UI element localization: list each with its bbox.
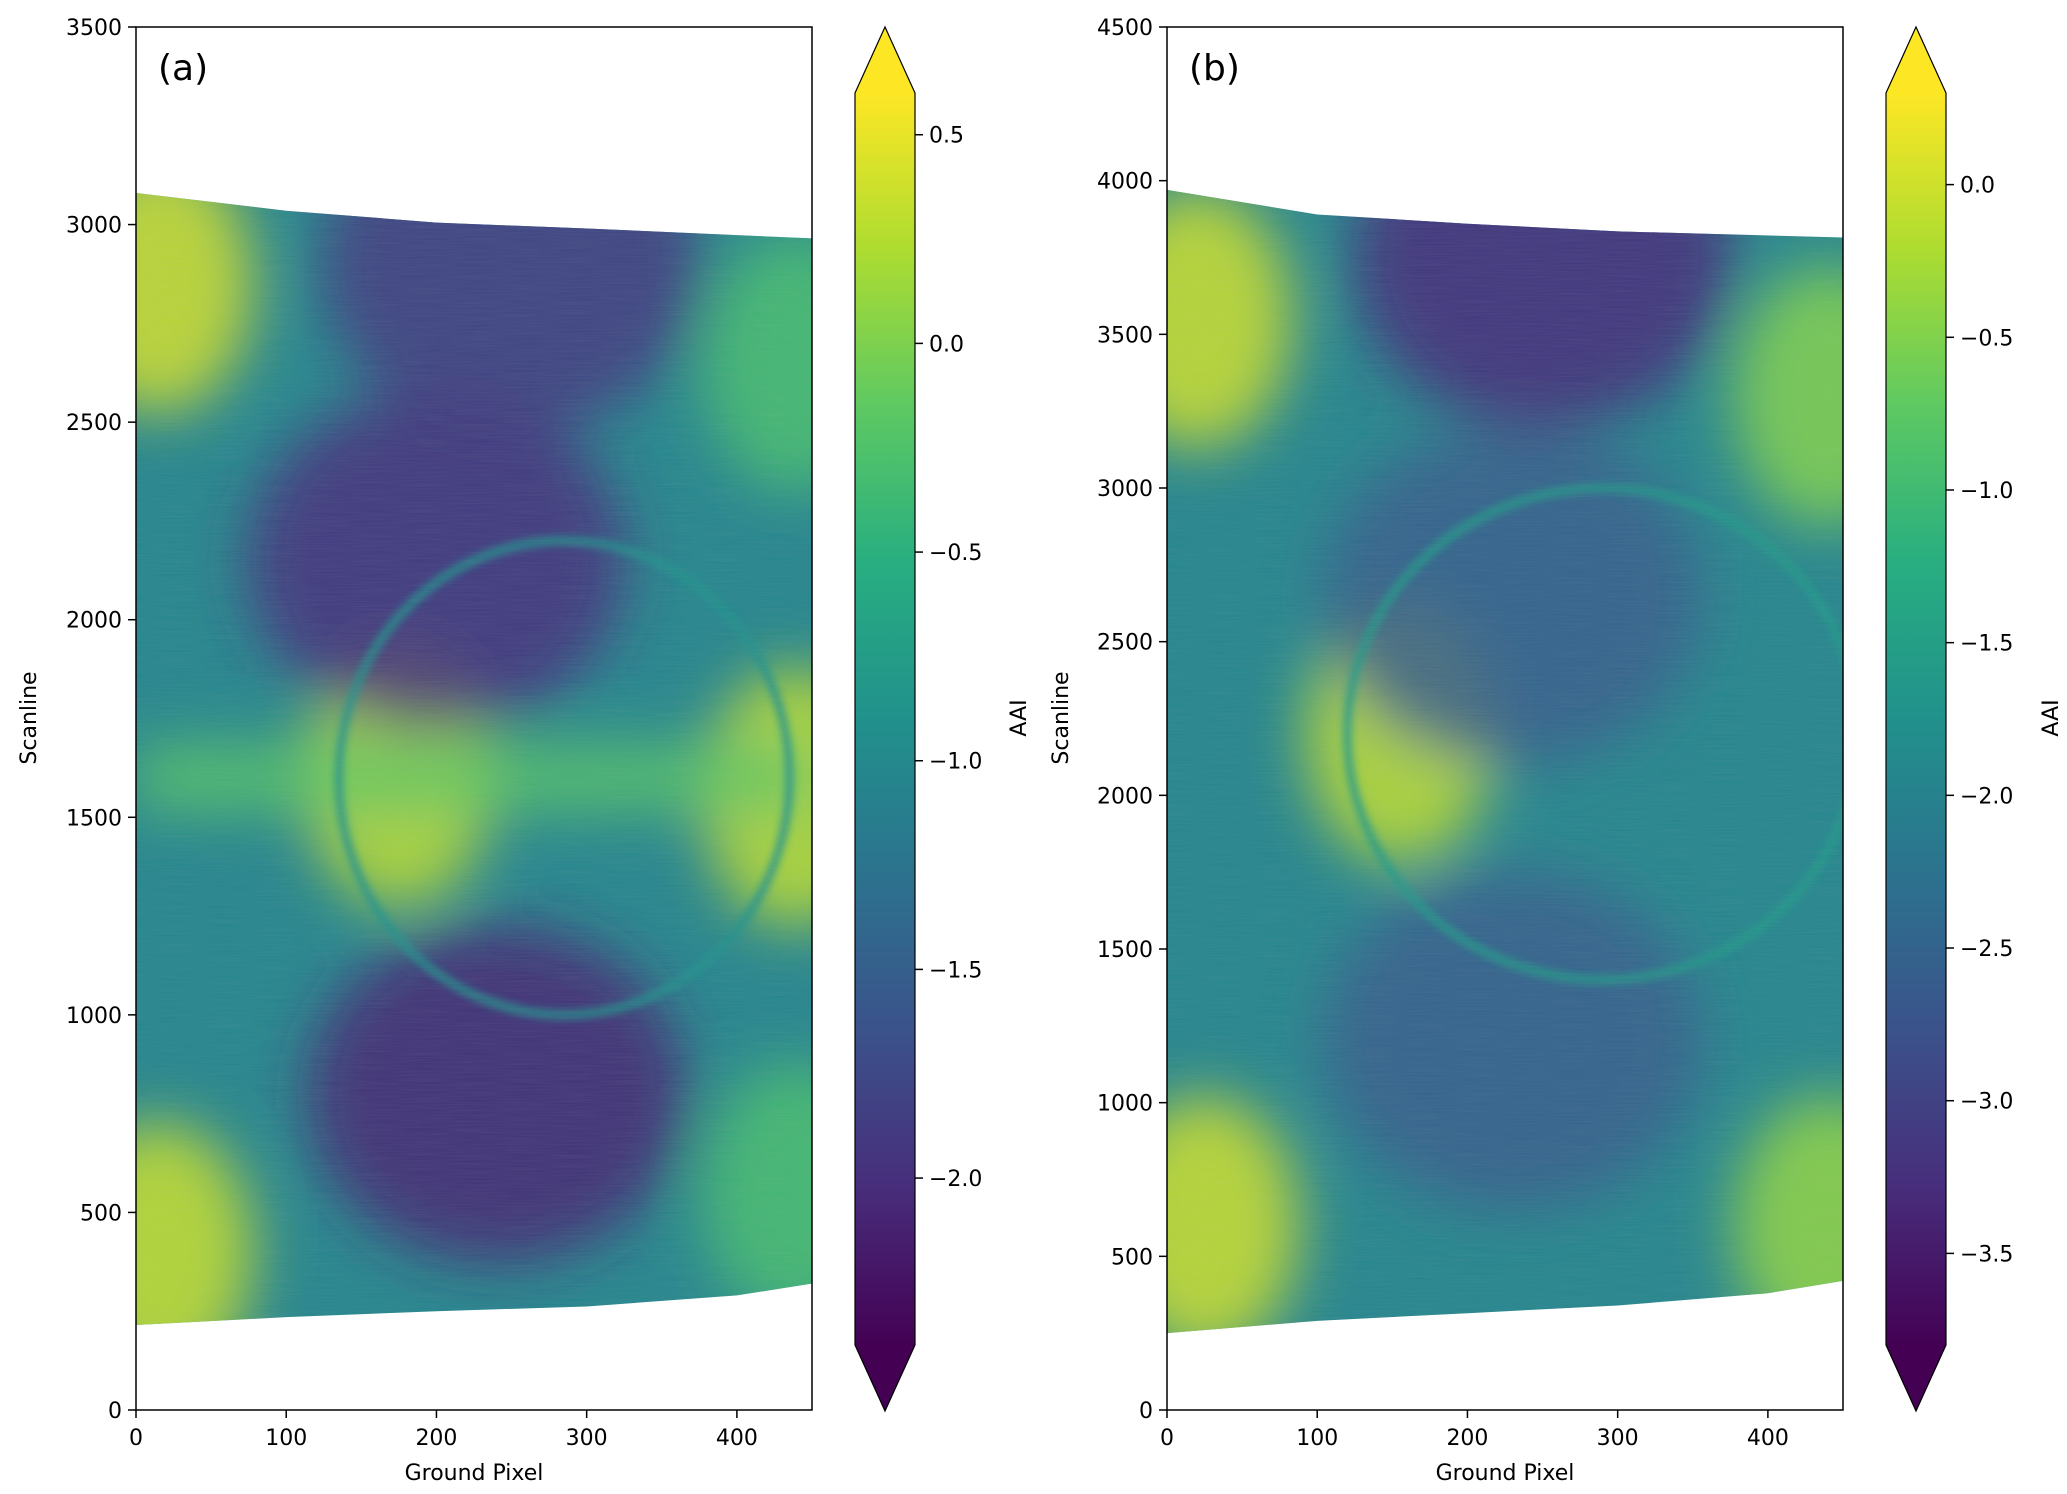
colorbar-extend-min (1886, 1345, 1946, 1411)
x-tick-label: 100 (1296, 1426, 1338, 1451)
colorbar-tick-label: −3.0 (1960, 1090, 2013, 1115)
x-tick-label: 0 (1160, 1426, 1174, 1451)
y-tick-label: 1000 (66, 1004, 122, 1029)
plot-frame-a (135, 26, 813, 1411)
colorbar-outline (1885, 25, 1947, 1413)
y-tick-label: 0 (1139, 1399, 1153, 1424)
x-tick-label: 400 (1747, 1426, 1789, 1451)
x-axis-label-b: Ground Pixel (1436, 1461, 1575, 1486)
panel-label-b: (b) (1189, 48, 1240, 89)
x-tick-label: 300 (1597, 1426, 1639, 1451)
panel-b: (b) 0 100 200 300 400 0 500 1000 1500 2000 2500 30… (1049, 16, 2064, 1486)
y-tick-label: 1500 (66, 806, 122, 831)
y-tick-label: 2000 (1097, 784, 1153, 809)
y-tick-label: 3000 (66, 214, 122, 239)
colorbar-b: 0.0 −0.5 −1.0 −1.5 −2.0 −2.5 −3.0 −3.5 (1885, 25, 2013, 1413)
heatmap-swath-a (136, 192, 812, 1326)
x-tick-label: 200 (1446, 1426, 1488, 1451)
x-tick-label: 300 (566, 1426, 608, 1451)
y-tick-label: 4500 (1097, 16, 1153, 41)
y-tick-label: 3000 (1097, 477, 1153, 502)
x-tick-label: 400 (716, 1426, 758, 1451)
heatmap-texture (136, 192, 812, 1326)
colorbar-tick-label: −1.0 (1960, 479, 2013, 504)
colorbar-tick-label: −2.0 (929, 1167, 982, 1192)
heatmap-b (1167, 189, 1843, 1334)
y-tick-label: 2500 (66, 411, 122, 436)
colorbar-extend-max (1886, 27, 1946, 93)
y-tick-label: 1000 (1097, 1092, 1153, 1117)
colorbar-tick-label: 0.5 (929, 124, 964, 149)
colorbar-tick-label: 0.0 (929, 332, 964, 357)
x-axis-b: 0 100 200 300 400 (1160, 1410, 1789, 1451)
y-tick-label: 4000 (1097, 170, 1153, 195)
y-tick-label: 2000 (66, 609, 122, 634)
heatmap-texture (1167, 189, 1843, 1334)
y-axis-label-b: Scanline (1049, 671, 1074, 764)
colorbar-tick-label: −1.5 (929, 958, 982, 983)
y-axis-label-a: Scanline (17, 671, 42, 764)
panel-a: (a) 0 100 200 300 400 0 500 1000 1500 2000 2500 30… (17, 16, 1032, 1486)
colorbar-label-a: AAI (1007, 699, 1032, 736)
colorbar-extend-min (855, 1345, 915, 1411)
colorbar-a: 0.5 0.0 −0.5 −1.0 −1.5 −2.0 (854, 25, 982, 1413)
heatmap-swath-b (1167, 189, 1843, 1334)
colorbar-tick-label: −0.5 (1960, 326, 2013, 351)
colorbar-tick-label: −1.5 (1960, 632, 2013, 657)
colorbar-extend-max (855, 27, 915, 93)
y-tick-label: 3500 (1097, 323, 1153, 348)
colorbar-tick-label: −3.5 (1960, 1242, 2013, 1267)
colorbar-tick-label: −0.5 (929, 541, 982, 566)
y-tick-label: 3500 (66, 16, 122, 41)
y-axis-a: 0 500 1000 1500 2000 2500 3000 3500 (66, 16, 136, 1424)
y-tick-label: 500 (80, 1201, 122, 1226)
y-tick-label: 500 (1111, 1245, 1153, 1270)
colorbar-tick-label: 0.0 (1960, 174, 1995, 199)
y-tick-label: 2500 (1097, 631, 1153, 656)
colorbar-gradient (855, 93, 915, 1345)
plot-frame-b (1166, 26, 1844, 1411)
colorbar-gradient (1886, 93, 1946, 1345)
x-tick-label: 200 (415, 1426, 457, 1451)
y-axis-b: 0 500 1000 1500 2000 2500 3000 3500 4000 4500 (1097, 16, 1167, 1424)
x-tick-label: 100 (265, 1426, 307, 1451)
colorbar-tick-label: −2.5 (1960, 937, 2013, 962)
y-tick-label: 0 (108, 1399, 122, 1424)
panel-label-a: (a) (158, 48, 208, 89)
colorbar-tick-label: −2.0 (1960, 784, 2013, 809)
heatmap-a (136, 192, 812, 1326)
y-tick-label: 1500 (1097, 938, 1153, 963)
colorbar-outline (854, 25, 916, 1413)
x-axis-a: 0 100 200 300 400 (129, 1410, 758, 1451)
colorbar-tick-label: −1.0 (929, 750, 982, 775)
colorbar-label-b: AAI (2039, 699, 2064, 736)
x-axis-label-a: Ground Pixel (405, 1461, 544, 1486)
x-tick-label: 0 (129, 1426, 143, 1451)
